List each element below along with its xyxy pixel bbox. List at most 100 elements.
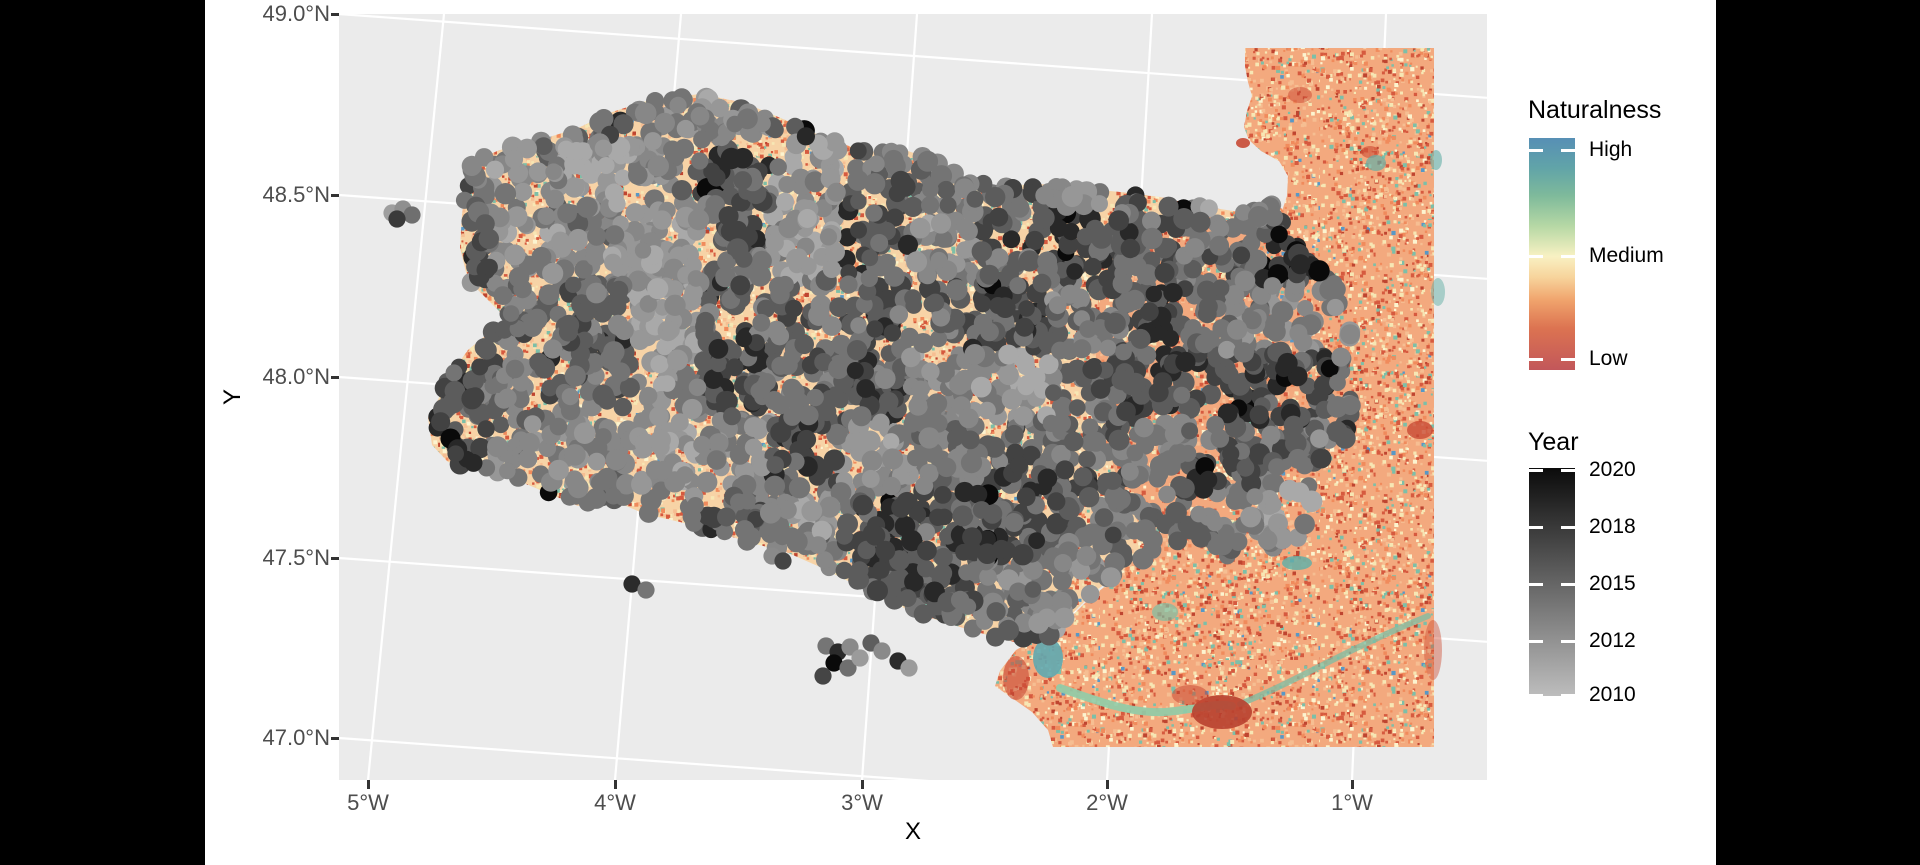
map-canvas xyxy=(339,14,1487,780)
map-dot xyxy=(1124,372,1146,394)
y-tick-label: 48.0°N xyxy=(262,364,330,389)
map-dot xyxy=(445,364,463,382)
map-dot xyxy=(1140,302,1159,322)
map-dot xyxy=(1265,496,1282,514)
map-dot xyxy=(783,407,802,426)
map-dot xyxy=(1162,329,1180,347)
map-dot xyxy=(710,98,729,118)
map-dot xyxy=(696,311,715,331)
map-dot xyxy=(477,340,497,360)
map-dot xyxy=(831,334,852,355)
map-dot xyxy=(796,127,816,146)
y-tick-label: 48.5°N xyxy=(262,182,330,207)
map-dot xyxy=(494,183,517,205)
map-dot xyxy=(470,437,491,459)
map-dot xyxy=(693,435,711,454)
map-dot xyxy=(1248,206,1270,228)
map-dot xyxy=(706,450,727,470)
map-dot xyxy=(872,561,890,579)
map-dot xyxy=(519,432,540,454)
map-dot xyxy=(670,413,689,432)
colorbar-tick xyxy=(1529,583,1543,586)
map-dot xyxy=(764,475,786,497)
map-dot xyxy=(822,260,841,278)
map-dot xyxy=(548,459,569,481)
map-dot xyxy=(947,429,964,447)
map-dot xyxy=(1196,280,1217,301)
raster-accent-blob xyxy=(1430,150,1442,170)
map-dot xyxy=(973,313,993,333)
map-dot xyxy=(926,293,945,312)
map-dot xyxy=(1037,251,1058,272)
year-colorbar xyxy=(1529,468,1575,696)
map-dot xyxy=(1232,246,1251,265)
map-dot xyxy=(592,384,614,406)
map-dot xyxy=(1079,487,1100,508)
map-dot xyxy=(756,299,776,318)
island-dot xyxy=(900,659,918,677)
map-dot xyxy=(625,203,645,223)
map-dot xyxy=(835,561,853,580)
island-dot xyxy=(825,654,843,672)
map-dot xyxy=(1047,492,1066,511)
map-dot xyxy=(1015,317,1034,337)
graticule-parallel xyxy=(339,736,930,780)
map-dot xyxy=(962,527,983,548)
map-dot xyxy=(931,308,951,327)
map-dot xyxy=(1034,207,1055,229)
raster-accent-blob xyxy=(1192,695,1252,729)
map-dot xyxy=(889,305,909,324)
map-dot xyxy=(811,520,833,541)
map-dot xyxy=(1164,423,1186,445)
map-dot xyxy=(917,540,937,561)
map-dot xyxy=(971,241,993,262)
map-dot xyxy=(703,162,721,180)
island-dot xyxy=(839,659,857,677)
map-dot xyxy=(654,112,675,134)
map-dot xyxy=(752,313,771,332)
map-dot xyxy=(972,501,991,519)
map-dot xyxy=(979,568,997,586)
map-dot xyxy=(826,423,848,446)
map-dot xyxy=(487,436,508,458)
map-dot xyxy=(688,378,707,397)
island-dot xyxy=(623,575,641,593)
map-dot xyxy=(1051,396,1073,418)
map-dot xyxy=(565,276,582,293)
map-dot xyxy=(874,368,896,389)
map-dot xyxy=(1104,312,1126,335)
map-dot xyxy=(1108,429,1130,451)
map-dot xyxy=(1024,581,1042,598)
map-dot xyxy=(898,589,917,607)
map-dot xyxy=(551,231,570,250)
map-dot xyxy=(1168,531,1187,551)
map-dot xyxy=(815,551,834,569)
map-dot xyxy=(917,523,936,542)
map-dot xyxy=(629,329,651,350)
map-dot xyxy=(871,413,890,432)
colorbar-tick xyxy=(1561,640,1575,643)
map-dot xyxy=(778,500,797,520)
naturalness-legend-title: Naturalness xyxy=(1528,96,1662,124)
plot-panel xyxy=(339,14,1487,780)
map-dot xyxy=(575,302,596,323)
map-dot xyxy=(639,295,658,313)
map-dot xyxy=(1266,321,1286,342)
map-dot xyxy=(794,334,814,355)
map-dot xyxy=(846,340,868,361)
map-dot xyxy=(1279,479,1300,501)
map-dot xyxy=(829,297,850,317)
map-dot xyxy=(528,162,548,182)
map-dot xyxy=(771,356,790,375)
map-dot xyxy=(1081,418,1099,436)
map-dot xyxy=(884,266,905,287)
y-tick-label: 49.0°N xyxy=(262,1,330,26)
x-tick-label: 2°W xyxy=(1086,790,1128,815)
map-dot xyxy=(937,180,956,200)
map-dot xyxy=(906,251,928,273)
map-dot xyxy=(708,433,729,454)
map-dot xyxy=(784,299,803,318)
observation-points xyxy=(383,87,1361,685)
map-dot xyxy=(687,270,705,287)
